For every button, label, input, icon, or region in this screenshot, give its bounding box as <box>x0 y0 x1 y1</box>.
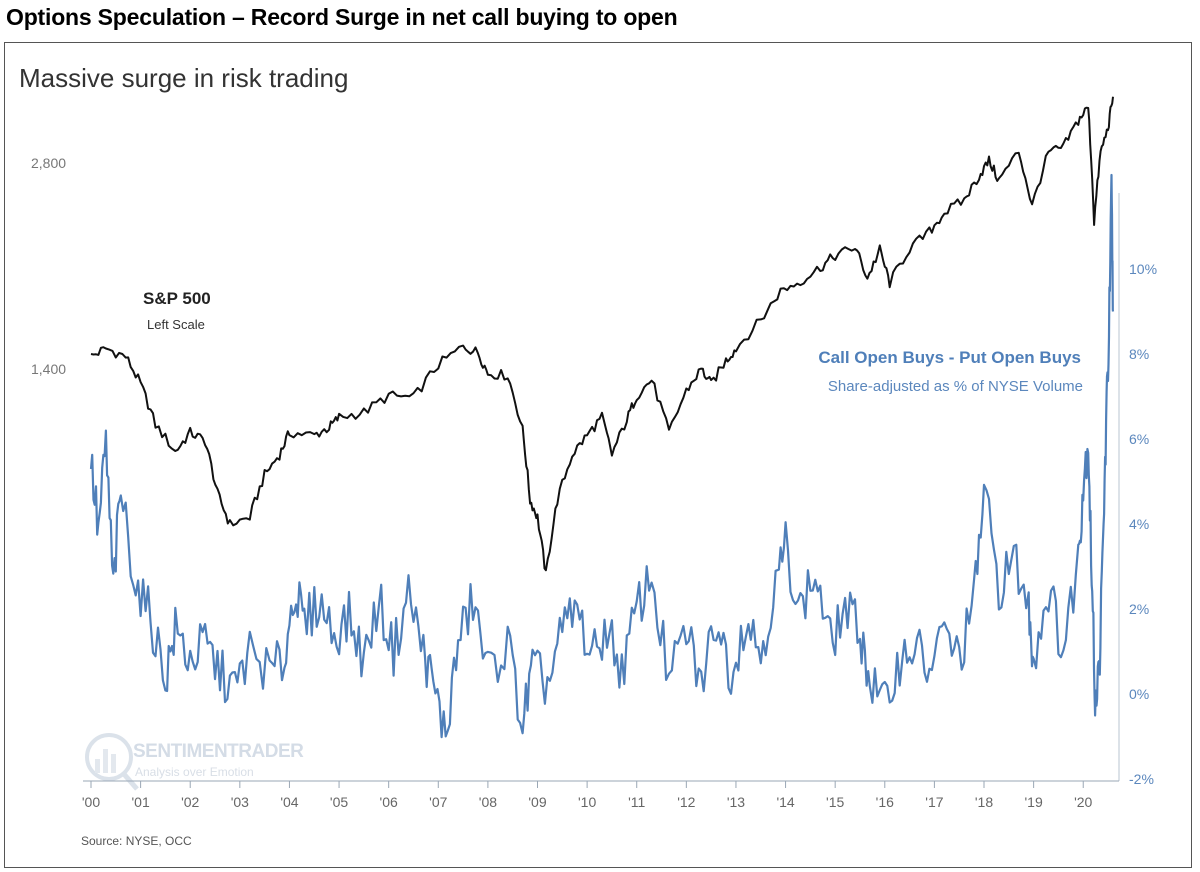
x-tick-label: '14 <box>776 794 794 810</box>
options-series-label: Call Open Buys - Put Open Buys <box>818 348 1081 367</box>
x-tick-label: '06 <box>380 794 398 810</box>
right-tick-label: 0% <box>1129 686 1149 702</box>
x-tick-label: '12 <box>677 794 695 810</box>
sp500-label: S&P 500 <box>143 289 211 308</box>
x-tick-label: '04 <box>280 794 298 810</box>
x-tick-label: '15 <box>826 794 844 810</box>
x-tick-label: '13 <box>727 794 745 810</box>
x-tick-label: '20 <box>1074 794 1092 810</box>
sp500-sublabel: Left Scale <box>147 317 205 332</box>
x-tick-label: '00 <box>82 794 100 810</box>
x-tick-label: '16 <box>876 794 894 810</box>
source-note: Source: NYSE, OCC <box>81 834 192 848</box>
options-series-sublabel: Share-adjusted as % of NYSE Volume <box>828 378 1083 395</box>
x-tick-label: '07 <box>429 794 447 810</box>
watermark-tagline: Analysis over Emotion <box>135 765 254 779</box>
x-tick-label: '05 <box>330 794 348 810</box>
x-tick-label: '02 <box>181 794 199 810</box>
right-tick-label: 4% <box>1129 516 1149 532</box>
options-line <box>89 173 1115 739</box>
x-tick-label: '09 <box>528 794 546 810</box>
x-axis: '00 '01 '02 '03 '04 '05 '06 '07 '08 '09 '10 '11 '12 '… <box>82 780 1119 810</box>
right-tick-label: -2% <box>1129 771 1154 787</box>
right-tick-label: 10% <box>1129 261 1157 277</box>
chart-subtitle: Massive surge in risk trading <box>19 63 348 93</box>
right-axis: -2% 0% 2% 4% 6% 8% 10% <box>1129 261 1157 787</box>
x-tick-label: '03 <box>231 794 249 810</box>
right-tick-label: 6% <box>1129 431 1149 447</box>
right-tick-label: 8% <box>1129 346 1149 362</box>
x-tick-label: '11 <box>628 794 645 810</box>
watermark-name: SENTIMENTRADER <box>133 741 304 762</box>
x-tick-label: '19 <box>1024 794 1042 810</box>
right-tick-label: 2% <box>1129 601 1149 617</box>
left-tick-label: 2,800 <box>31 155 66 171</box>
x-tick-label: '01 <box>131 794 149 810</box>
x-tick-label: '18 <box>975 794 993 810</box>
chart-frame: Massive surge in risk trading SENTIMENTR… <box>4 42 1192 868</box>
watermark: SENTIMENTRADER Analysis over Emotion <box>85 733 305 791</box>
x-tick-label: '10 <box>578 794 596 810</box>
x-tick-label: '17 <box>925 794 943 810</box>
left-axis: 1,400 2,800 <box>31 155 66 377</box>
left-tick-label: 1,400 <box>31 361 66 377</box>
chart-svg: Massive surge in risk trading SENTIMENTR… <box>19 63 1157 848</box>
series-layer <box>89 96 1115 739</box>
sp500-line <box>90 96 1114 572</box>
page-title: Options Speculation – Record Surge in ne… <box>6 4 678 30</box>
x-tick-label: '08 <box>479 794 497 810</box>
